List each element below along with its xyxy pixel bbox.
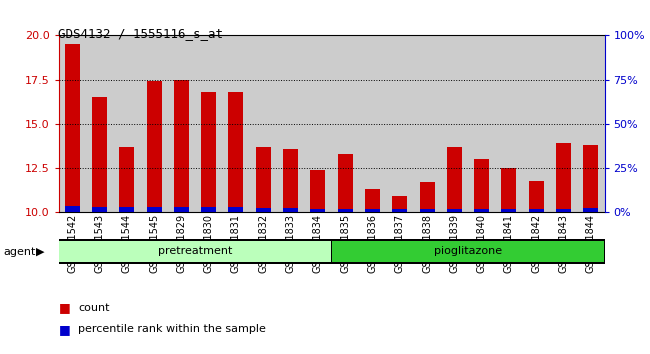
Bar [113, 35, 140, 212]
Bar [146, 81, 162, 212]
Text: ■: ■ [58, 323, 70, 336]
Bar [168, 35, 195, 212]
Bar [119, 207, 135, 212]
Bar [474, 159, 489, 212]
Bar [556, 143, 571, 212]
Bar [92, 207, 107, 212]
Bar [304, 35, 332, 212]
Text: ■: ■ [58, 302, 70, 314]
Bar [174, 80, 189, 212]
Bar [386, 35, 413, 212]
Bar [365, 189, 380, 212]
Bar [58, 35, 86, 212]
Bar [583, 208, 599, 212]
Bar [474, 209, 489, 212]
Text: count: count [78, 303, 109, 313]
Bar [310, 209, 326, 212]
Bar [550, 35, 577, 212]
Bar [419, 209, 435, 212]
Bar [92, 97, 107, 212]
Bar [447, 147, 462, 212]
Bar [501, 168, 517, 212]
Bar [337, 154, 353, 212]
Bar [201, 207, 216, 212]
Bar [468, 35, 495, 212]
Bar [441, 35, 468, 212]
Bar [119, 147, 135, 212]
Text: agent: agent [3, 247, 36, 257]
Bar [577, 35, 605, 212]
Bar [413, 35, 441, 212]
Bar [228, 207, 244, 212]
Bar [495, 35, 523, 212]
Bar [419, 182, 435, 212]
Text: GDS4132 / 1555116_s_at: GDS4132 / 1555116_s_at [58, 27, 224, 40]
Text: percentile rank within the sample: percentile rank within the sample [78, 324, 266, 334]
Bar [228, 92, 244, 212]
Bar [310, 170, 326, 212]
Bar [201, 92, 216, 212]
Bar [146, 207, 162, 212]
Bar [255, 147, 271, 212]
Bar [255, 208, 271, 212]
Bar [359, 35, 386, 212]
Bar [447, 209, 462, 212]
Bar [332, 241, 604, 262]
Bar [283, 208, 298, 212]
Bar [222, 35, 250, 212]
Bar [195, 35, 222, 212]
Bar [250, 35, 277, 212]
Bar [59, 241, 331, 262]
Text: ▶: ▶ [36, 247, 44, 257]
Bar [528, 181, 544, 212]
Bar [523, 35, 550, 212]
Bar [556, 209, 571, 212]
Bar [86, 35, 113, 212]
Bar [501, 209, 517, 212]
Bar [64, 44, 80, 212]
Bar [392, 196, 408, 212]
Bar [277, 35, 304, 212]
Bar [283, 149, 298, 212]
Bar [528, 209, 544, 212]
Bar [140, 35, 168, 212]
Bar [583, 145, 599, 212]
Bar [365, 209, 380, 212]
Bar [392, 209, 408, 212]
Bar [332, 35, 359, 212]
Text: pretreatment: pretreatment [158, 246, 232, 256]
Bar [337, 209, 353, 212]
Text: pioglitazone: pioglitazone [434, 246, 502, 256]
Bar [64, 206, 80, 212]
Bar [174, 207, 189, 212]
